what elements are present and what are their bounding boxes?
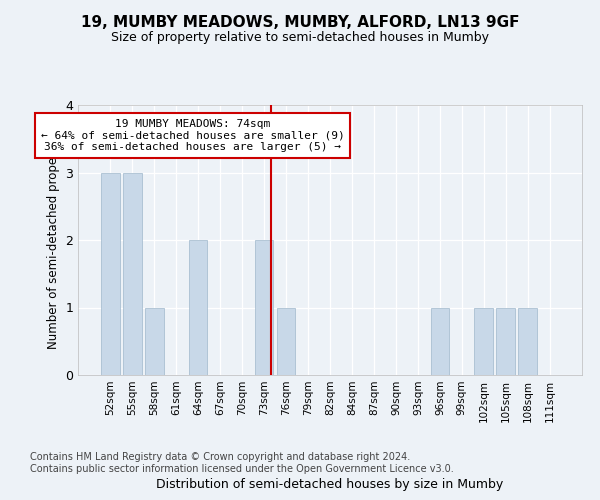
X-axis label: Distribution of semi-detached houses by size in Mumby: Distribution of semi-detached houses by … — [157, 478, 503, 490]
Y-axis label: Number of semi-detached properties: Number of semi-detached properties — [47, 130, 59, 350]
Bar — [277, 308, 295, 375]
Bar — [475, 308, 493, 375]
Bar — [255, 240, 274, 375]
Text: 19 MUMBY MEADOWS: 74sqm
← 64% of semi-detached houses are smaller (9)
36% of sem: 19 MUMBY MEADOWS: 74sqm ← 64% of semi-de… — [41, 119, 344, 152]
Bar — [431, 308, 449, 375]
Bar — [189, 240, 208, 375]
Text: 19, MUMBY MEADOWS, MUMBY, ALFORD, LN13 9GF: 19, MUMBY MEADOWS, MUMBY, ALFORD, LN13 9… — [81, 15, 519, 30]
Text: Contains HM Land Registry data © Crown copyright and database right 2024.: Contains HM Land Registry data © Crown c… — [30, 452, 410, 462]
Bar — [123, 172, 142, 375]
Text: Contains public sector information licensed under the Open Government Licence v3: Contains public sector information licen… — [30, 464, 454, 473]
Bar — [145, 308, 164, 375]
Bar — [101, 172, 119, 375]
Bar — [496, 308, 515, 375]
Bar — [518, 308, 537, 375]
Text: Size of property relative to semi-detached houses in Mumby: Size of property relative to semi-detach… — [111, 31, 489, 44]
